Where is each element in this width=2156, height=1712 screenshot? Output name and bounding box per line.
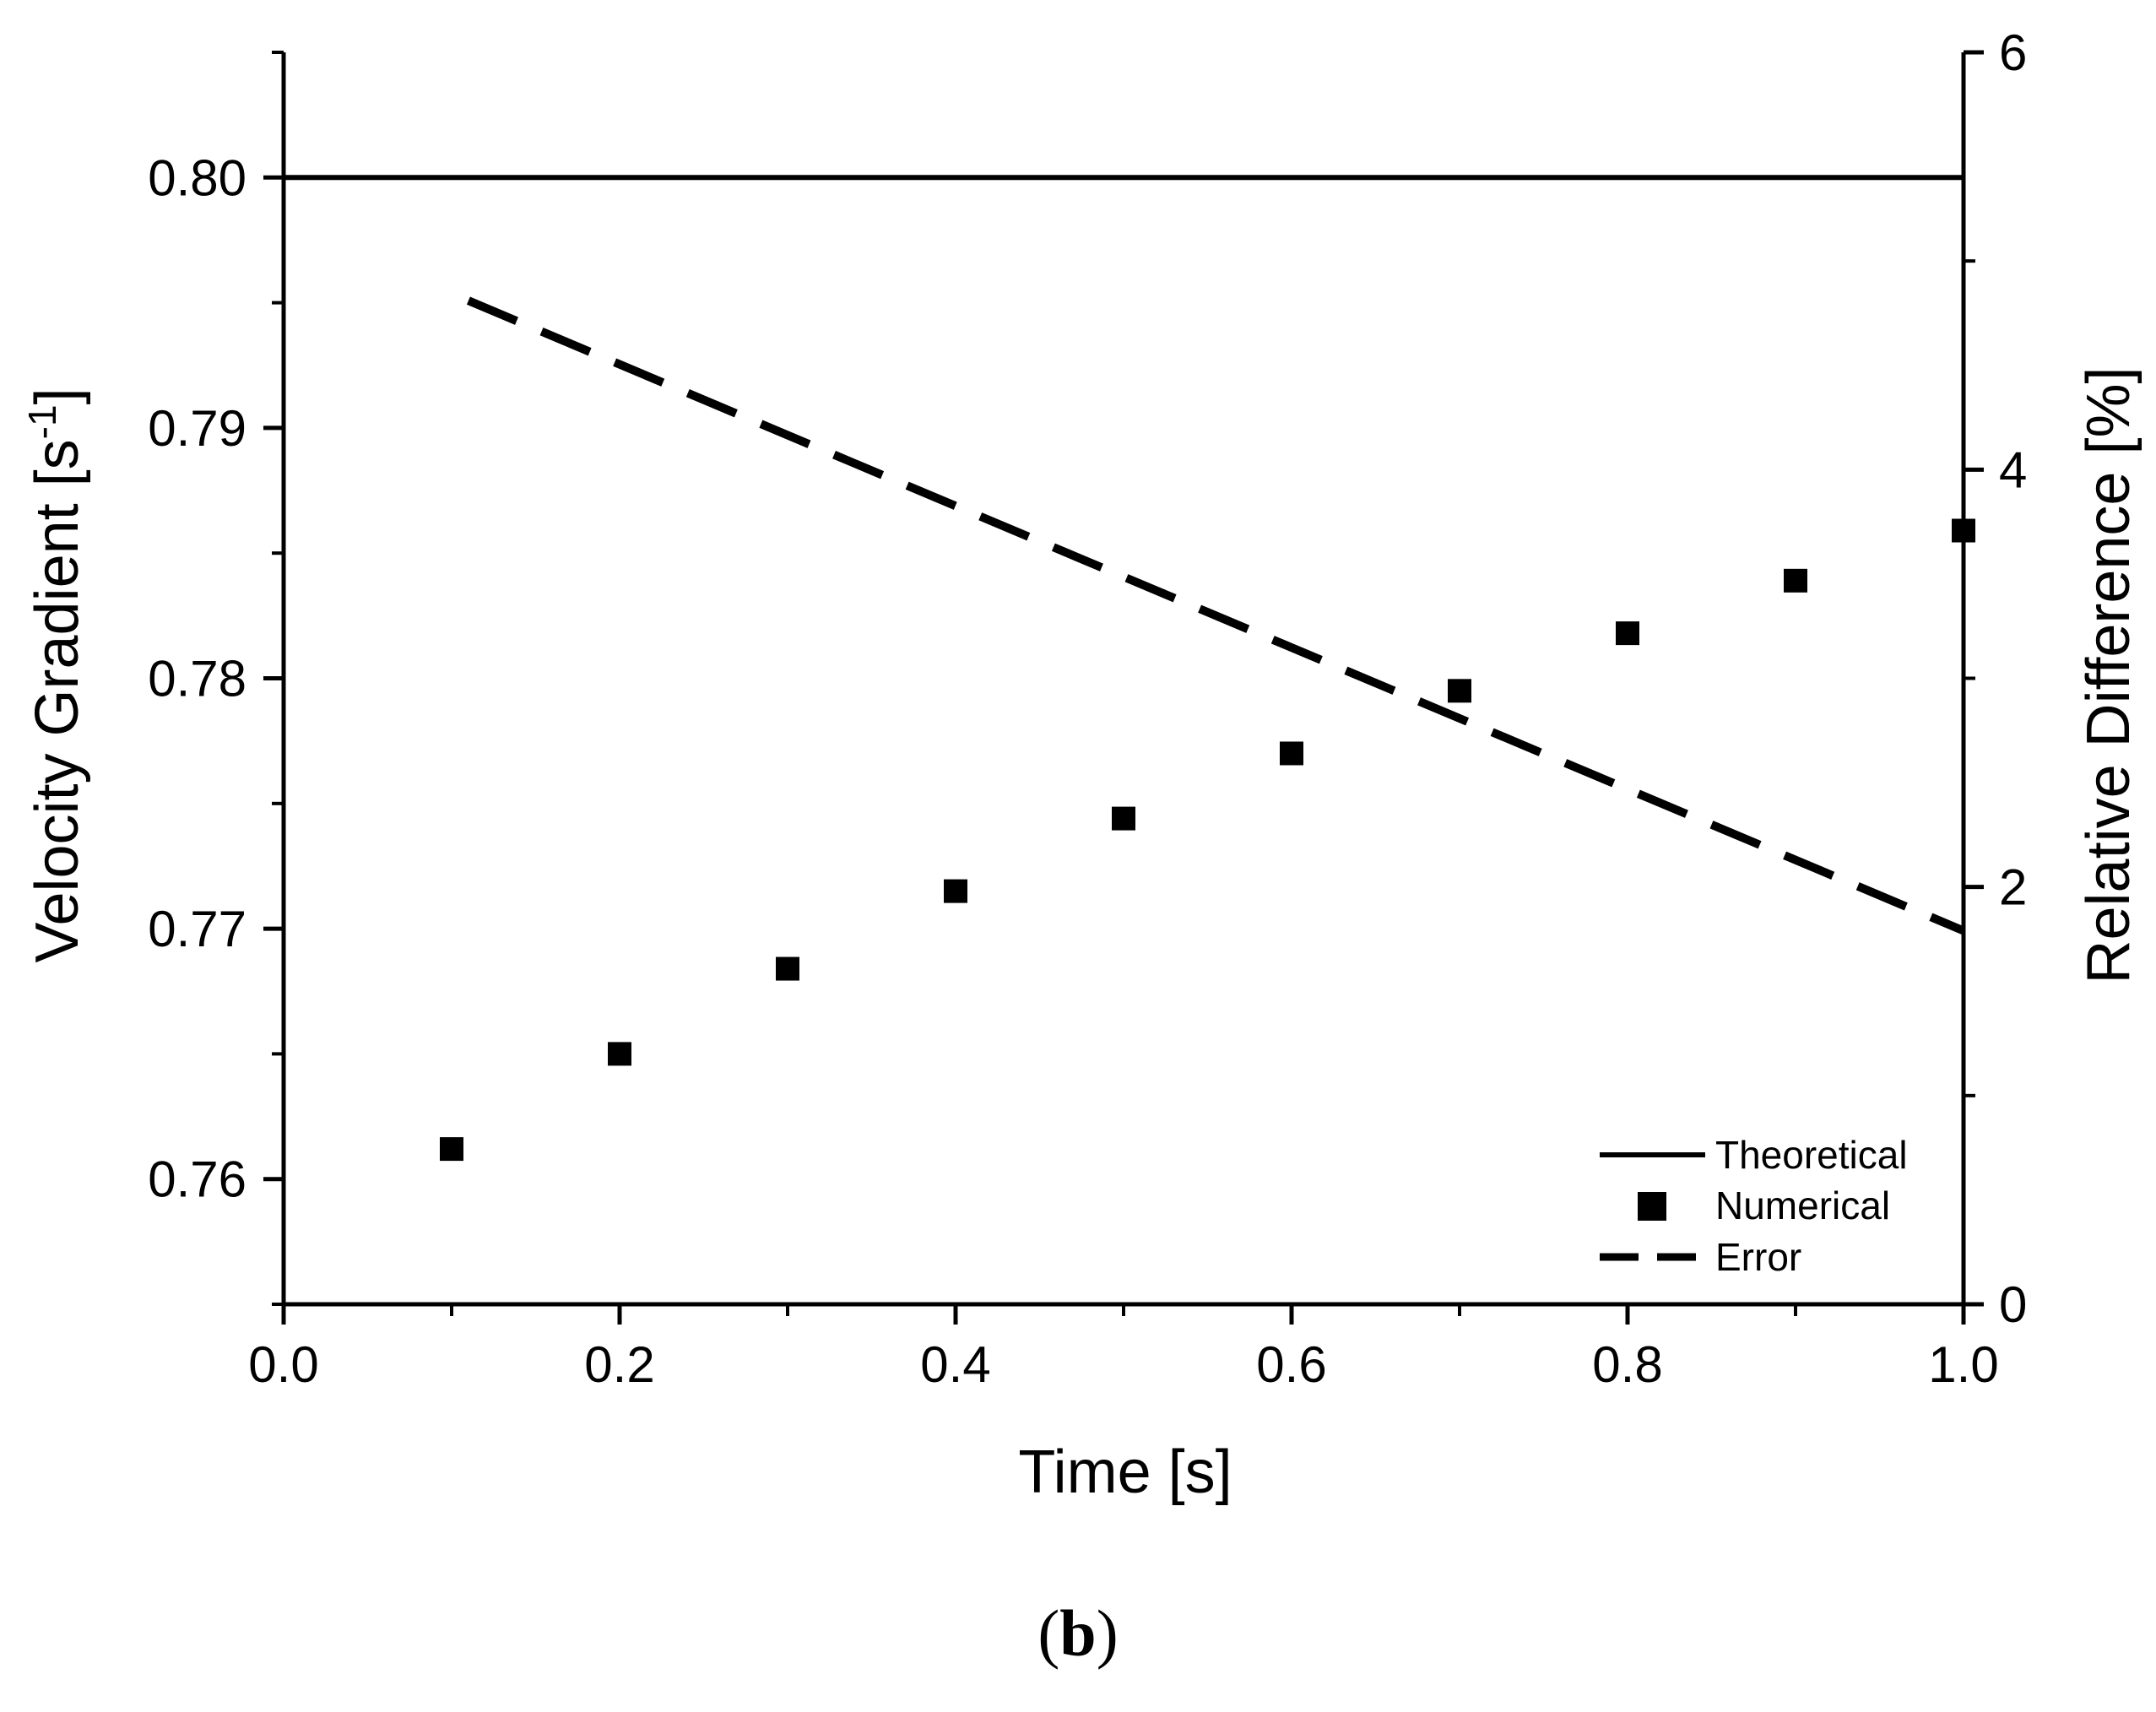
series-numerical-point <box>1952 518 1975 543</box>
y-right-tick-label: 0 <box>1999 1276 2027 1333</box>
y-left-tick-label: 0.78 <box>148 651 246 707</box>
series-numerical-point <box>1112 806 1135 831</box>
x-tick-label: 0.2 <box>584 1336 654 1393</box>
series-numerical-point <box>1616 621 1639 646</box>
plot-frame <box>281 52 1966 1307</box>
series-numerical-point <box>1448 679 1471 703</box>
chart: 0.0 0.2 0.4 0.6 0.8 1.0 0.760.770.780.790.80 … <box>20 24 2142 1506</box>
series-numerical-point <box>1784 568 1807 593</box>
series-error-line <box>466 296 1965 935</box>
series-layer <box>284 175 1975 1162</box>
series-numerical-point <box>440 1137 463 1162</box>
x-tick-label: 0.8 <box>1592 1336 1662 1393</box>
figure-caption: (b) <box>1037 1596 1119 1670</box>
y-left-tick-label: 0.79 <box>148 400 246 457</box>
legend: Theoretical Numerical Error <box>1600 1133 1908 1279</box>
y-left-tick-label: 0.80 <box>148 149 246 206</box>
y-right-axis-ticks: 0 2 4 6 <box>1964 24 2027 1333</box>
y-left-tick-label: 0.77 <box>148 901 246 957</box>
y-right-tick-label: 2 <box>1999 859 2027 916</box>
legend-swatch-numerical <box>1638 1192 1666 1221</box>
y-right-tick-label: 4 <box>1999 442 2027 498</box>
x-tick-label: 0.0 <box>248 1336 318 1393</box>
y-left-axis-title-superscript: -1 <box>20 404 64 439</box>
legend-label-theoretical: Theoretical <box>1715 1133 1908 1177</box>
series-numerical-point <box>776 956 799 981</box>
y-left-tick-label: 0.76 <box>148 1151 246 1208</box>
x-tick-label: 0.4 <box>920 1336 990 1393</box>
x-tick-label: 0.6 <box>1256 1336 1326 1393</box>
x-axis-ticks: 0.0 0.2 0.4 0.6 0.8 1.0 <box>248 1304 1999 1393</box>
y-left-axis-ticks: 0.76 0.77 0.78 0.79 0.80 <box>148 51 284 1306</box>
series-numerical-point <box>608 1042 631 1066</box>
series-numerical-point <box>1280 741 1303 766</box>
y-right-axis-title: Relative Difference [%] <box>2075 366 2142 983</box>
y-right-tick-label: 6 <box>1999 24 2027 81</box>
legend-label-numerical: Numerical <box>1715 1184 1890 1227</box>
series-numerical-point <box>944 879 967 903</box>
y-left-axis-title: Velocity Gradient [s-1] <box>20 387 91 962</box>
x-axis-title: Time [s] <box>1018 1438 1232 1506</box>
x-tick-label: 1.0 <box>1928 1336 1998 1393</box>
caption-letter: b <box>1059 1596 1097 1670</box>
legend-label-error: Error <box>1715 1235 1801 1279</box>
